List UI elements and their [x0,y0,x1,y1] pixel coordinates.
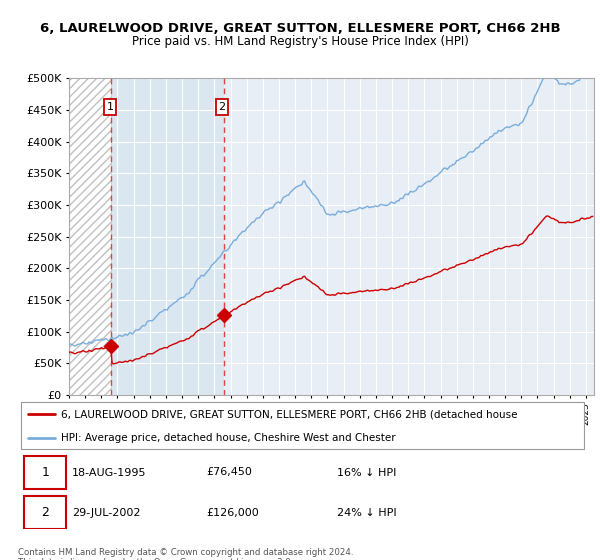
Text: HPI: Average price, detached house, Cheshire West and Chester: HPI: Average price, detached house, Ches… [61,433,395,443]
Text: 2: 2 [41,506,49,519]
Text: 16% ↓ HPI: 16% ↓ HPI [337,468,397,478]
FancyBboxPatch shape [24,456,67,489]
Bar [69,78,112,395]
Bar [69,78,112,395]
Text: 1: 1 [41,466,49,479]
FancyBboxPatch shape [21,402,584,449]
Text: Contains HM Land Registry data © Crown copyright and database right 2024.
This d: Contains HM Land Registry data © Crown c… [18,548,353,560]
Text: 29-JUL-2002: 29-JUL-2002 [72,507,140,517]
Text: £76,450: £76,450 [206,468,252,478]
Text: 1: 1 [106,102,113,112]
Text: 24% ↓ HPI: 24% ↓ HPI [337,507,397,517]
Text: 6, LAURELWOOD DRIVE, GREAT SUTTON, ELLESMERE PORT, CH66 2HB: 6, LAURELWOOD DRIVE, GREAT SUTTON, ELLES… [40,22,560,35]
Text: 6, LAURELWOOD DRIVE, GREAT SUTTON, ELLESMERE PORT, CH66 2HB (detached house: 6, LAURELWOOD DRIVE, GREAT SUTTON, ELLES… [61,409,517,419]
Text: 18-AUG-1995: 18-AUG-1995 [72,468,146,478]
FancyBboxPatch shape [24,496,67,529]
Text: 2: 2 [218,102,226,112]
Text: £126,000: £126,000 [206,507,259,517]
Bar [112,78,224,395]
Text: Price paid vs. HM Land Registry's House Price Index (HPI): Price paid vs. HM Land Registry's House … [131,35,469,48]
